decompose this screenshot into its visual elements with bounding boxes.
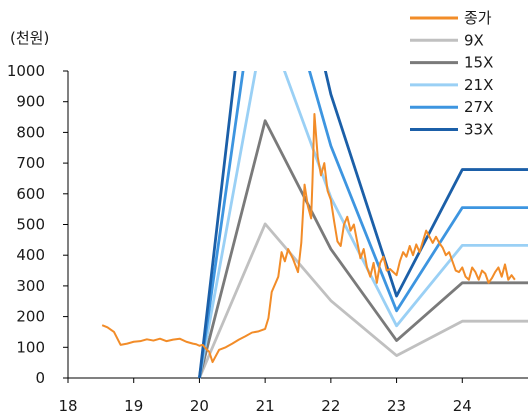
- y-tick-label: 200: [16, 308, 45, 326]
- legend-label: 33X: [464, 121, 493, 139]
- y-tick-label: 300: [16, 277, 45, 295]
- series-line-종가: [101, 112, 516, 364]
- x-tick-label: 24: [453, 397, 472, 415]
- x-tick-label: 20: [190, 397, 209, 415]
- y-tick-label: 0: [35, 369, 45, 387]
- series-line-15x: [198, 119, 528, 379]
- x-tick-label: 19: [124, 397, 143, 415]
- series-line-9x: [198, 222, 528, 379]
- legend-label: 21X: [464, 76, 493, 94]
- y-tick-label: 100: [16, 338, 45, 356]
- y-axis-unit-label: (천원): [10, 29, 49, 47]
- y-tick-label: 700: [16, 154, 45, 172]
- legend: 종가 9X 15X 21X 27X 33X: [410, 9, 493, 139]
- y-tick-label: 400: [16, 246, 45, 264]
- series-line-33x: [198, 71, 528, 379]
- y-tick-label: 800: [16, 123, 45, 141]
- series-layer: [101, 71, 528, 379]
- series-line-21x: [198, 71, 528, 379]
- y-tick-label: 600: [16, 185, 45, 203]
- x-tick-label: 23: [387, 397, 406, 415]
- x-tick-label: 18: [58, 397, 77, 415]
- y-tick-label: 500: [16, 216, 45, 234]
- y-tick-label: 900: [16, 93, 45, 111]
- series-line-27x: [198, 71, 528, 379]
- legend-label: 종가: [464, 9, 492, 27]
- y-tick-label: 1000: [7, 62, 45, 80]
- x-tick-label: 21: [256, 397, 275, 415]
- x-axis-ticks: 18 19 20 21 22 23 24: [58, 378, 472, 415]
- y-axis-ticks: 0 100 200 300 400 500 600 700 800 900 1000: [7, 62, 68, 387]
- legend-label: 27X: [464, 98, 493, 116]
- legend-label: 15X: [464, 54, 493, 72]
- x-tick-label: 22: [321, 397, 340, 415]
- legend-label: 9X: [464, 31, 484, 49]
